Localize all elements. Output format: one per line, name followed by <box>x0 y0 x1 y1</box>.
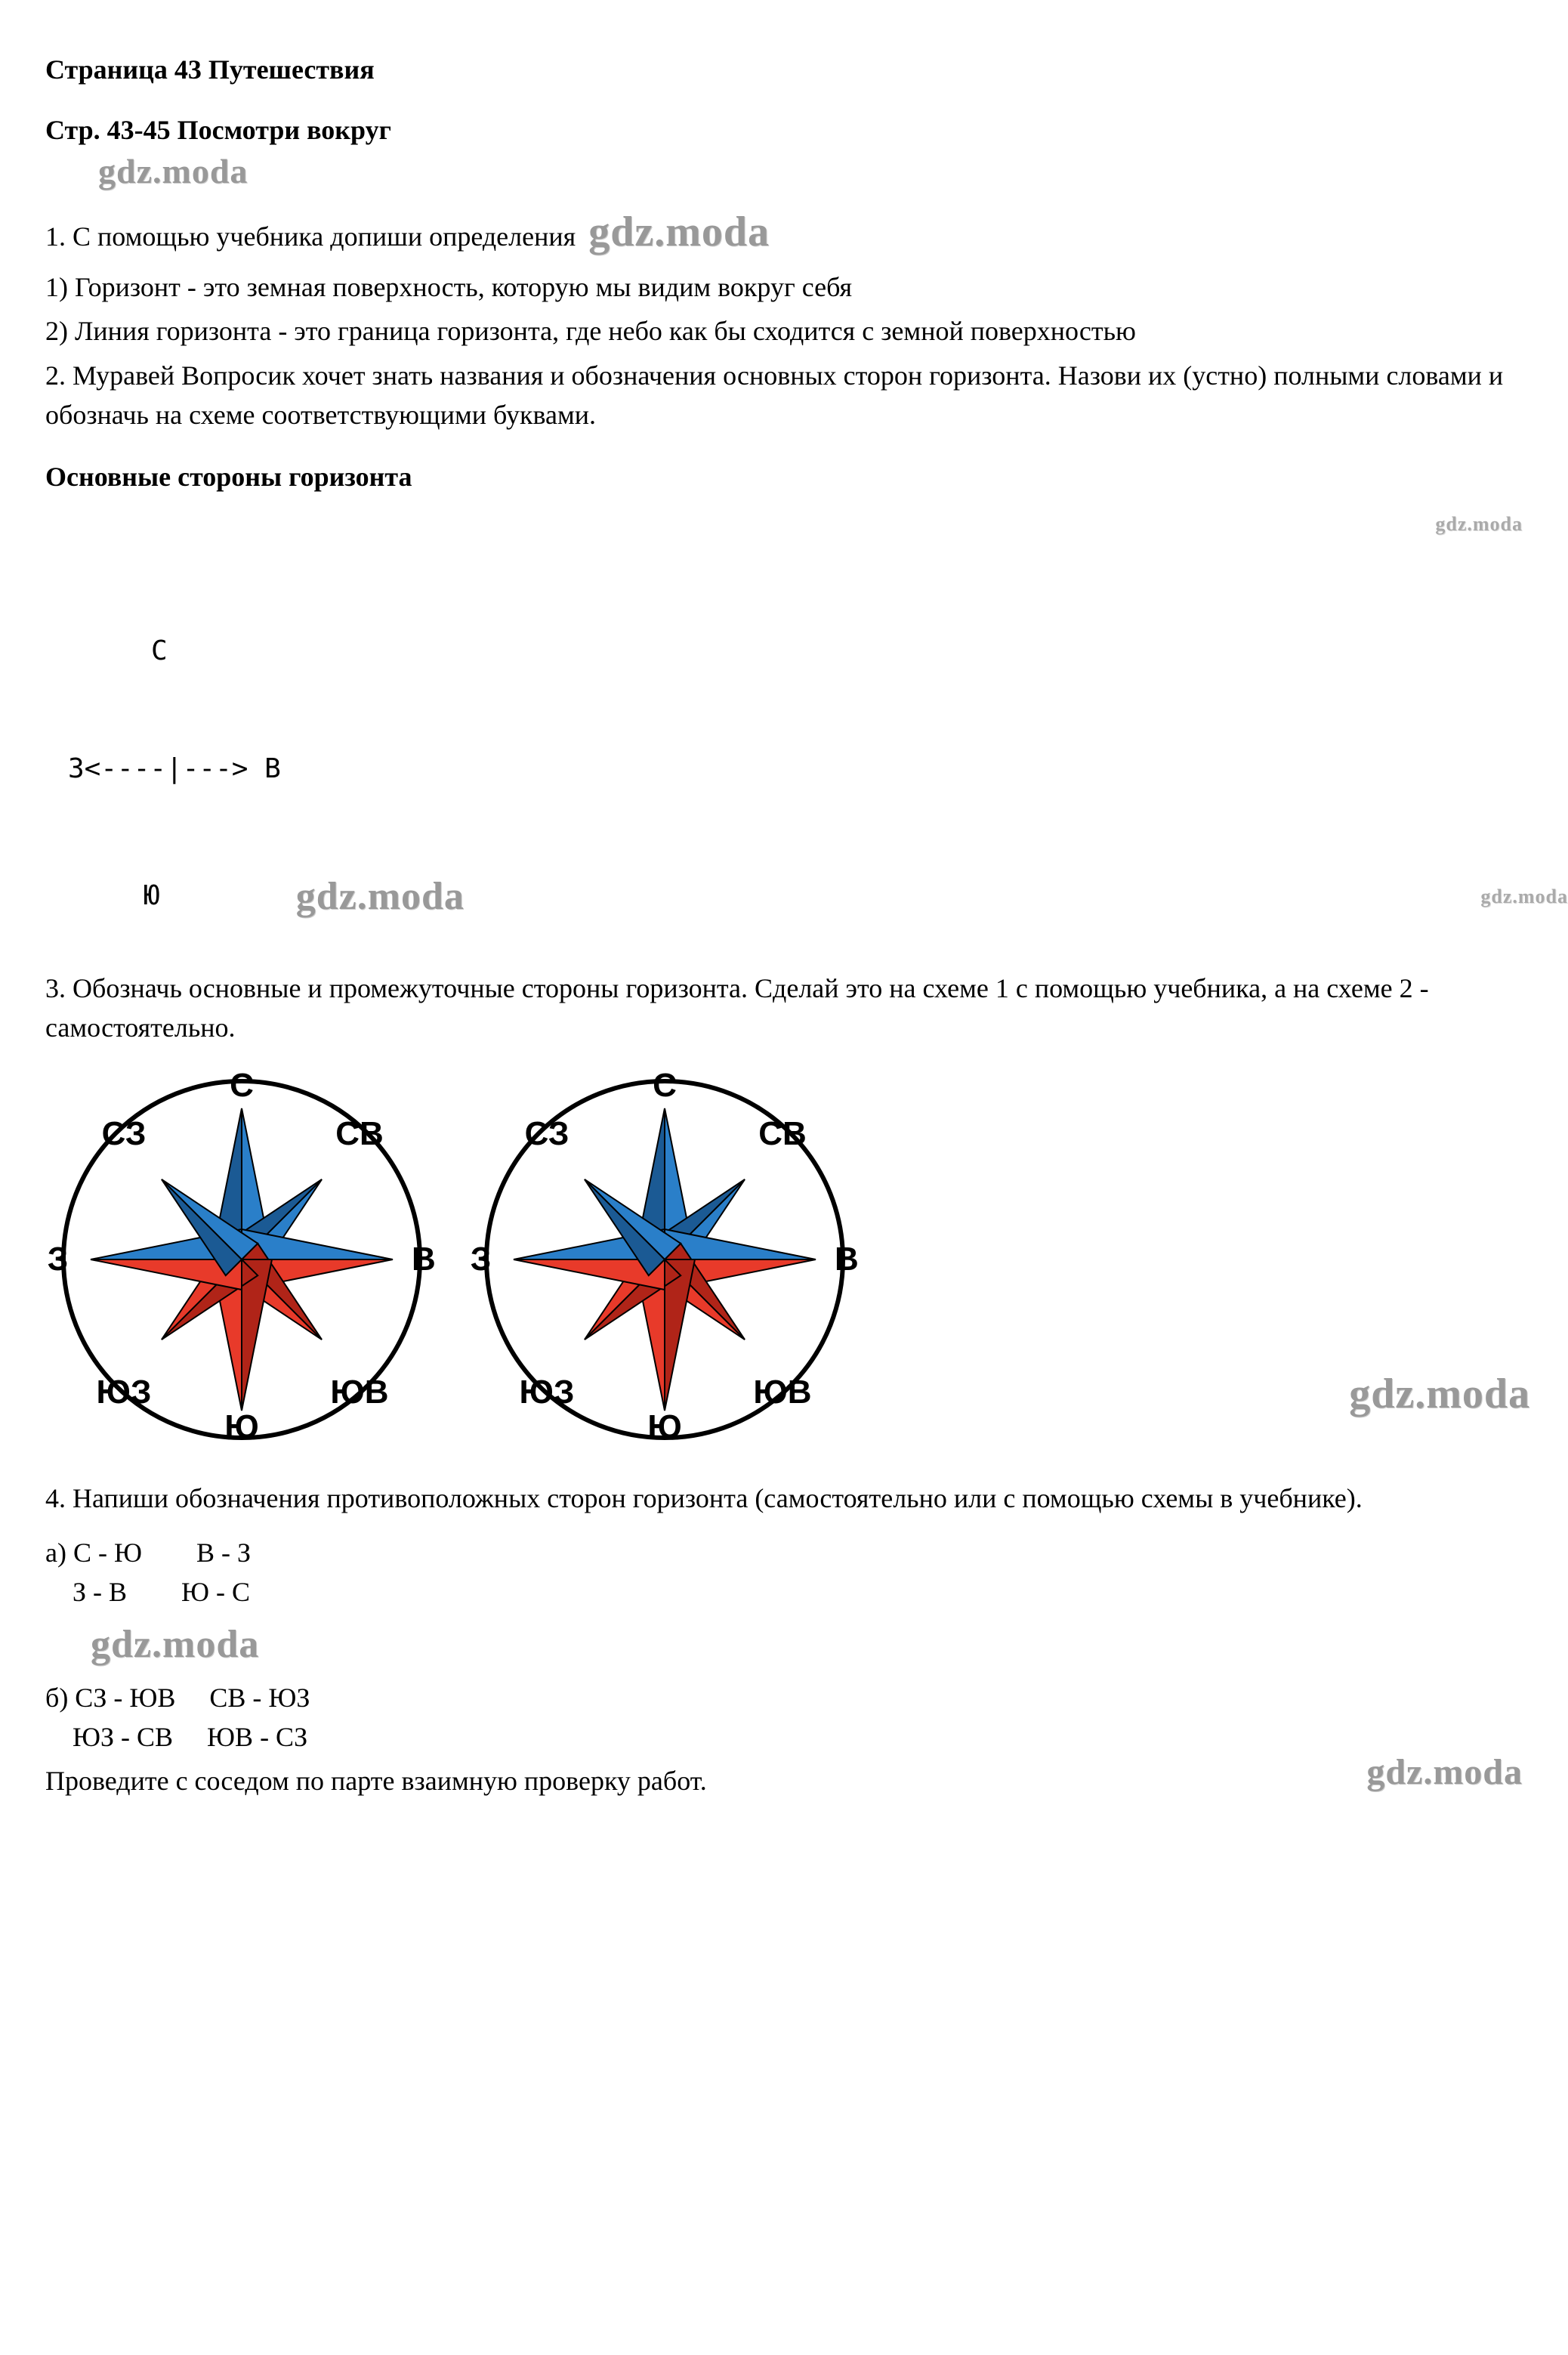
closing: Проведите с соседом по парте взаимную пр… <box>45 1761 1523 1800</box>
compass-label-n: С <box>230 1062 254 1110</box>
cross-n: С <box>151 632 1523 671</box>
watermark: gdz.moda <box>1435 510 1523 539</box>
compass-label-se: ЮВ <box>753 1369 811 1417</box>
watermark: gdz.moda <box>1349 1364 1530 1425</box>
compass-label-e: В <box>835 1235 859 1284</box>
section-sides-title: Основные стороны горизонта <box>45 457 1523 496</box>
page-heading: Страница 43 Путешествия <box>45 50 1523 89</box>
cross-diagram: С З<----|---> В Ю gdz.moda gdz.moda <box>68 552 1523 964</box>
compass-label-ne: СВ <box>758 1110 807 1158</box>
pairs-a: а) С - Ю В - З З - В Ю - С <box>45 1533 1523 1612</box>
a1-2: 2) Линия горизонта - это граница горизон… <box>45 311 1523 351</box>
pairs-b: б) СЗ - ЮВ СВ - ЮЗ ЮЗ - СВ ЮВ - СЗ <box>45 1678 1523 1757</box>
q2: 2. Муравей Вопросик хочет знать названия… <box>45 356 1523 434</box>
compass-label-se: ЮВ <box>330 1369 388 1417</box>
a1-1: 1) Горизонт - это земная поверхность, ко… <box>45 267 1523 307</box>
cross-s: Ю <box>144 876 160 916</box>
watermark: gdz.moda <box>98 147 248 197</box>
compass-label-ne: СВ <box>335 1110 384 1158</box>
compass-2: С СВ В ЮВ Ю ЮЗ З СЗ <box>468 1063 861 1456</box>
compass-label-s: Ю <box>224 1402 258 1451</box>
q3: 3. Обозначь основные и промежуточные сто… <box>45 969 1523 1047</box>
compass-label-s: Ю <box>647 1402 681 1451</box>
cross-line: З<----|---> В <box>68 749 1523 789</box>
compass-row: ССВВЮВЮЮЗЗСЗ ССВВЮВЮЮЗЗСЗ gdz.moda <box>45 1063 1523 1456</box>
watermark: gdz.moda <box>1366 1746 1523 1799</box>
sub-heading: Стр. 43-45 Посмотри вокруг <box>45 115 391 145</box>
compass-label-sw: ЮЗ <box>97 1369 152 1417</box>
watermark: gdz.moda <box>91 1616 259 1673</box>
compass-label-sw: ЮЗ <box>520 1369 575 1417</box>
compass-label-nw: СЗ <box>102 1110 147 1158</box>
compass-label-w: З <box>471 1235 492 1284</box>
q1-text: 1. С помощью учебника допиши определения <box>45 221 576 252</box>
compass-label-n: С <box>653 1062 677 1110</box>
q4: 4. Напиши обозначения противоположных ст… <box>45 1479 1523 1518</box>
compass-label-nw: СЗ <box>525 1110 569 1158</box>
compass-1: С СВ В ЮВ Ю ЮЗ З СЗ <box>45 1063 438 1456</box>
watermark: gdz.moda <box>1480 882 1568 911</box>
compass-label-w: З <box>48 1235 69 1284</box>
watermark: gdz.moda <box>588 202 770 263</box>
q1-line: 1. С помощью учебника допиши определения… <box>45 202 1523 263</box>
compass-label-e: В <box>412 1235 436 1284</box>
watermark: gdz.moda <box>296 868 465 925</box>
